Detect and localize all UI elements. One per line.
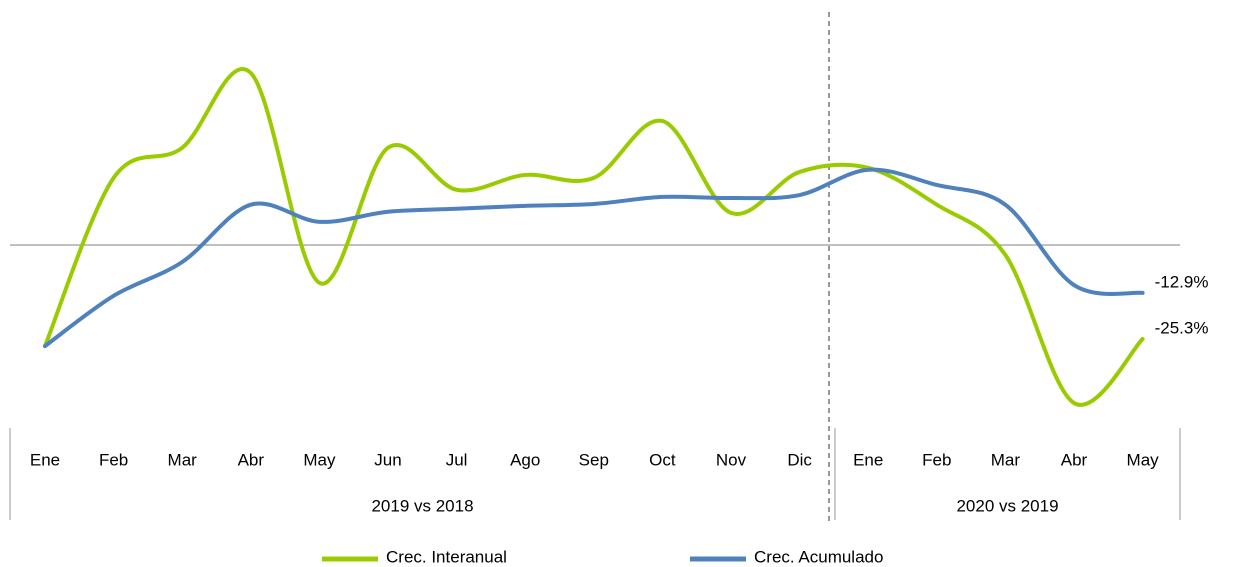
x-tick-label: May: [303, 450, 336, 469]
x-tick-label: Dic: [787, 450, 812, 469]
x-tick-label: Jun: [374, 450, 401, 469]
x-tick-label: Feb: [99, 450, 128, 469]
legend-label: Crec. Acumulado: [754, 547, 883, 566]
x-tick-label: Oct: [649, 450, 676, 469]
x-tick-label: Feb: [922, 450, 951, 469]
value-label: -25.3%: [1155, 318, 1209, 337]
group-label: 2019 vs 2018: [371, 496, 473, 515]
x-tick-label: Mar: [991, 450, 1021, 469]
x-tick-label: Ago: [510, 450, 540, 469]
x-tick-label: Abr: [238, 450, 265, 469]
legend-label: Crec. Interanual: [386, 547, 507, 566]
group-label: 2020 vs 2019: [956, 496, 1058, 515]
x-tick-label: Nov: [716, 450, 747, 469]
x-tick-label: Abr: [1061, 450, 1088, 469]
x-tick-label: Ene: [853, 450, 883, 469]
x-tick-label: Jul: [446, 450, 468, 469]
x-tick-label: Mar: [168, 450, 198, 469]
series-line: [43, 67, 1145, 407]
series-line: [43, 167, 1145, 349]
x-tick-label: May: [1127, 450, 1160, 469]
x-tick-label: Ene: [30, 450, 60, 469]
x-tick-label: Sep: [579, 450, 609, 469]
value-label: -12.9%: [1155, 272, 1209, 291]
